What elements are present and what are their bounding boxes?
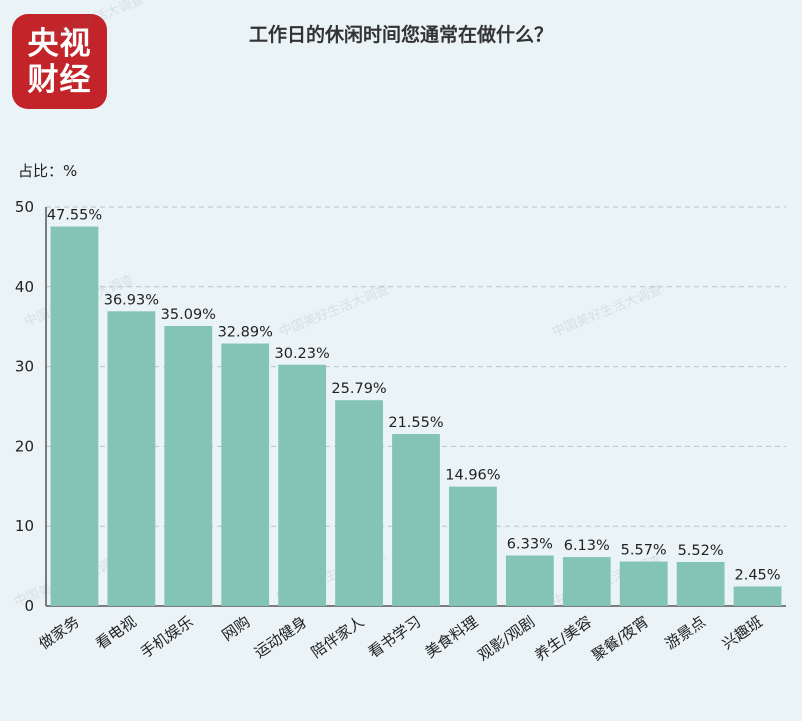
data-label-7: 21.55% — [388, 415, 443, 431]
category-label-11: 聚餐/夜宵 — [588, 613, 652, 665]
category-label-4: 网购 — [219, 613, 254, 645]
chart-title: 工作日的休闲时间您通常在做什么？ — [248, 24, 553, 46]
category-label-7: 看书学习 — [365, 613, 424, 662]
data-label-10: 6.13% — [564, 538, 610, 554]
cctv-finance-logo: 央视财经 — [12, 14, 107, 109]
data-label-11: 5.57% — [621, 543, 667, 559]
y-tick-label-0: 0 — [24, 597, 34, 615]
data-label-4: 32.89% — [218, 325, 273, 341]
data-label-2: 36.93% — [104, 292, 159, 308]
category-label-9: 观影/观剧 — [475, 613, 539, 665]
category-label-10: 养生/美容 — [531, 613, 595, 665]
bar-13 — [733, 586, 782, 606]
category-label-13: 兴趣班 — [719, 613, 766, 654]
data-label-6: 25.79% — [331, 381, 386, 397]
data-label-3: 35.09% — [161, 307, 216, 323]
y-tick-label-10: 10 — [15, 517, 34, 535]
y-tick-label-20: 20 — [15, 437, 34, 455]
category-label-2: 看电视 — [92, 613, 139, 654]
y-tick-label-50: 50 — [15, 198, 34, 216]
category-label-8: 美食料理 — [422, 613, 481, 662]
bar-1 — [50, 226, 99, 606]
data-label-12: 5.52% — [678, 543, 724, 559]
bar-2 — [107, 311, 156, 606]
data-label-13: 2.45% — [734, 567, 780, 583]
bar-4 — [221, 343, 270, 606]
bar-5 — [278, 364, 327, 606]
category-label-12: 游景点 — [662, 613, 709, 654]
data-label-5: 30.23% — [275, 346, 330, 362]
bar-9 — [505, 555, 554, 606]
category-label-5: 运动健身 — [251, 613, 310, 662]
bar-3 — [164, 325, 213, 606]
bar-12 — [676, 561, 725, 606]
category-label-1: 做家务 — [36, 613, 83, 654]
bar-8 — [449, 486, 497, 606]
y-tick-label-40: 40 — [15, 278, 34, 296]
logo-text: 央视财经 — [27, 25, 92, 98]
y-tick-label-30: 30 — [15, 358, 34, 376]
bar-6 — [335, 400, 383, 606]
bar-11 — [619, 561, 668, 606]
category-label-6: 陪伴家人 — [308, 613, 367, 662]
data-label-8: 14.96% — [445, 468, 500, 484]
bar-10 — [562, 557, 611, 606]
data-label-1: 47.55% — [47, 208, 102, 224]
bar-7 — [392, 434, 440, 606]
data-label-9: 6.33% — [507, 536, 553, 552]
category-label-3: 手机娱乐 — [137, 613, 196, 662]
y-axis-unit-label: 占比：% — [18, 162, 78, 180]
